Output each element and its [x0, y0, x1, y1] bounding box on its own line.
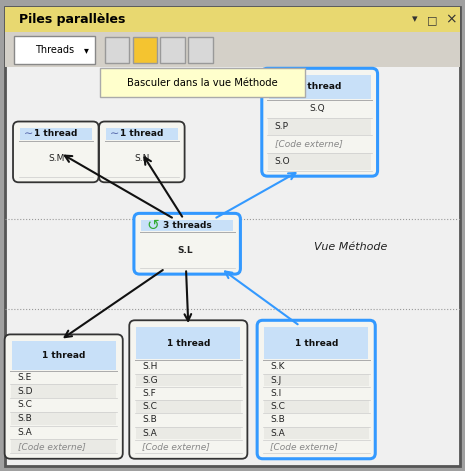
FancyBboxPatch shape: [106, 128, 178, 139]
Text: S.A: S.A: [270, 429, 285, 438]
Text: S.N: S.N: [134, 154, 150, 163]
Text: 1 thread: 1 thread: [42, 351, 86, 360]
FancyBboxPatch shape: [136, 440, 241, 453]
Text: S.C: S.C: [142, 402, 157, 411]
Text: ▾: ▾: [412, 14, 417, 24]
FancyBboxPatch shape: [11, 412, 116, 425]
FancyBboxPatch shape: [12, 341, 116, 370]
Text: S.A: S.A: [142, 429, 157, 438]
FancyBboxPatch shape: [140, 232, 234, 268]
FancyBboxPatch shape: [264, 414, 369, 426]
Text: S.M: S.M: [48, 154, 65, 163]
FancyBboxPatch shape: [188, 37, 213, 63]
FancyBboxPatch shape: [11, 384, 116, 398]
FancyBboxPatch shape: [136, 360, 241, 373]
FancyBboxPatch shape: [136, 327, 240, 359]
Text: S.F: S.F: [142, 389, 156, 398]
Text: S.G: S.G: [142, 376, 158, 385]
Text: Basculer dans la vue Méthode: Basculer dans la vue Méthode: [127, 78, 278, 88]
Text: ↺: ↺: [146, 218, 159, 233]
Text: [Code externe]: [Code externe]: [18, 442, 86, 451]
Text: S.B: S.B: [270, 415, 285, 424]
FancyBboxPatch shape: [11, 426, 116, 439]
FancyBboxPatch shape: [264, 360, 369, 373]
FancyBboxPatch shape: [134, 213, 240, 274]
FancyBboxPatch shape: [264, 427, 369, 439]
FancyBboxPatch shape: [264, 440, 369, 453]
Text: S.B: S.B: [18, 414, 33, 423]
FancyBboxPatch shape: [5, 32, 460, 67]
Text: S.J: S.J: [270, 376, 281, 385]
FancyBboxPatch shape: [136, 400, 241, 413]
Text: 3 threads: 3 threads: [163, 221, 212, 230]
Text: S.K: S.K: [270, 362, 285, 372]
FancyBboxPatch shape: [136, 427, 241, 439]
Text: Vue Méthode: Vue Méthode: [314, 242, 387, 252]
FancyBboxPatch shape: [262, 68, 378, 176]
Text: 1 thread: 1 thread: [294, 339, 338, 348]
Text: 1 thread: 1 thread: [166, 339, 210, 348]
Text: ∼: ∼: [110, 129, 120, 139]
FancyBboxPatch shape: [133, 37, 157, 63]
FancyBboxPatch shape: [11, 439, 116, 453]
FancyBboxPatch shape: [13, 122, 99, 182]
Text: [Code externe]: [Code externe]: [270, 442, 338, 451]
FancyBboxPatch shape: [264, 374, 369, 386]
FancyBboxPatch shape: [160, 37, 185, 63]
Text: S.C: S.C: [270, 402, 285, 411]
FancyBboxPatch shape: [269, 75, 371, 99]
FancyBboxPatch shape: [105, 37, 129, 63]
FancyBboxPatch shape: [106, 140, 178, 176]
FancyBboxPatch shape: [11, 371, 116, 384]
FancyBboxPatch shape: [268, 135, 371, 153]
Text: ∼: ∼: [24, 129, 33, 139]
Text: 1 thread: 1 thread: [120, 130, 164, 138]
Text: ▾: ▾: [84, 45, 88, 55]
Text: S.P: S.P: [275, 122, 289, 131]
Text: S.D: S.D: [18, 387, 33, 396]
Text: S.E: S.E: [18, 373, 32, 382]
Text: Piles parallèles: Piles parallèles: [19, 13, 125, 26]
FancyBboxPatch shape: [264, 387, 369, 399]
Text: S.L: S.L: [178, 246, 193, 255]
FancyBboxPatch shape: [20, 140, 92, 176]
FancyBboxPatch shape: [268, 153, 371, 170]
Text: S.A: S.A: [18, 428, 33, 437]
FancyBboxPatch shape: [141, 220, 233, 231]
Text: [Code externe]: [Code externe]: [142, 442, 210, 451]
Text: □: □: [427, 15, 438, 25]
FancyBboxPatch shape: [5, 334, 123, 459]
FancyBboxPatch shape: [136, 387, 241, 399]
FancyBboxPatch shape: [264, 400, 369, 413]
Text: S.B: S.B: [142, 415, 157, 424]
FancyBboxPatch shape: [20, 128, 92, 139]
Text: ➡: ➡: [272, 81, 283, 93]
Text: [Code externe]: [Code externe]: [275, 139, 343, 148]
Text: 1 thread: 1 thread: [298, 82, 341, 91]
FancyBboxPatch shape: [100, 68, 305, 97]
Text: S.C: S.C: [18, 400, 33, 409]
FancyBboxPatch shape: [136, 414, 241, 426]
FancyBboxPatch shape: [5, 7, 460, 466]
Text: Threads: Threads: [35, 45, 74, 55]
FancyBboxPatch shape: [5, 7, 460, 32]
Text: ×: ×: [445, 12, 457, 26]
FancyBboxPatch shape: [14, 36, 95, 64]
Text: S.I: S.I: [270, 389, 281, 398]
Text: 1 thread: 1 thread: [34, 130, 78, 138]
FancyBboxPatch shape: [268, 118, 371, 135]
FancyBboxPatch shape: [11, 398, 116, 411]
FancyBboxPatch shape: [264, 327, 368, 359]
FancyBboxPatch shape: [129, 320, 247, 459]
Text: S.O: S.O: [275, 157, 291, 166]
Text: S.Q: S.Q: [309, 105, 325, 114]
FancyBboxPatch shape: [99, 122, 185, 182]
Text: S.H: S.H: [142, 362, 158, 372]
FancyBboxPatch shape: [257, 320, 375, 459]
FancyBboxPatch shape: [136, 374, 241, 386]
FancyBboxPatch shape: [268, 100, 371, 117]
